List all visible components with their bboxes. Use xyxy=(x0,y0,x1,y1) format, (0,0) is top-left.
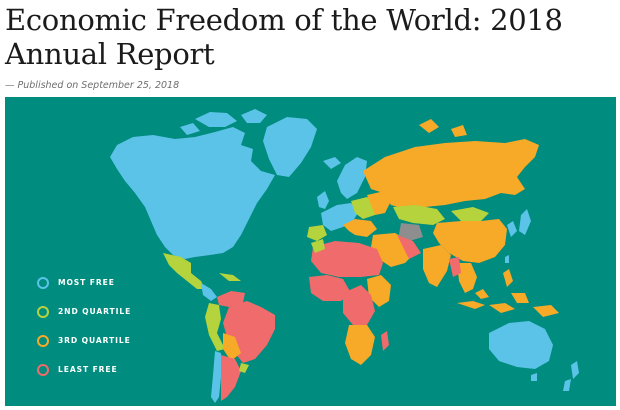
region-madagascar xyxy=(381,331,389,351)
region-iran xyxy=(397,235,421,259)
legend-item-2nd-quartile: 2ND QUARTILE xyxy=(37,304,197,319)
region-east-africa xyxy=(367,275,391,307)
legend-item-least-free: LEAST FREE xyxy=(37,362,197,377)
region-north-africa xyxy=(311,241,383,277)
region-iberia xyxy=(307,225,327,241)
region-western-europe xyxy=(321,203,359,231)
region-myanmar xyxy=(449,257,461,277)
region-caribbean xyxy=(219,273,241,281)
region-southeast-asia xyxy=(457,263,477,293)
region-italy-balkans xyxy=(343,219,377,237)
region-central-asia-grey xyxy=(399,223,423,241)
legend-label: LEAST FREE xyxy=(58,365,118,374)
region-southern-africa xyxy=(345,325,375,365)
region-indonesia xyxy=(457,289,529,313)
region-philippines xyxy=(503,269,513,287)
region-china xyxy=(433,219,507,263)
region-australia xyxy=(489,321,553,369)
region-arctic-islands xyxy=(180,109,267,135)
map-legend: MOST FREE 2ND QUARTILE 3RD QUARTILE LEAS… xyxy=(37,275,197,391)
legend-swatch-3rd-quartile-icon xyxy=(37,334,49,347)
region-scandinavia xyxy=(337,157,367,199)
region-papua xyxy=(533,305,559,317)
region-russia-islands xyxy=(419,119,467,137)
region-india xyxy=(423,245,451,287)
region-mongolia xyxy=(451,207,489,221)
legend-swatch-2nd-quartile-icon xyxy=(37,305,49,318)
page-title-line-2: Annual Report xyxy=(5,37,215,71)
region-morocco xyxy=(311,239,325,253)
region-tasmania xyxy=(531,373,537,381)
published-date: — Published on September 25, 2018 xyxy=(5,80,180,91)
region-bolivia-paraguay xyxy=(223,333,241,361)
region-greenland xyxy=(263,117,317,177)
region-uruguay xyxy=(239,363,249,373)
world-map-panel: MOST FREE 2ND QUARTILE 3RD QUARTILE LEAS… xyxy=(5,97,616,406)
region-argentina xyxy=(221,355,241,401)
region-west-africa xyxy=(309,275,351,301)
page-title-line-1: Economic Freedom of the World: 2018 xyxy=(5,3,563,37)
region-korea-japan xyxy=(507,209,531,237)
region-central-america xyxy=(201,283,217,301)
world-map xyxy=(5,97,616,406)
region-colombia-peru xyxy=(205,303,225,351)
region-mexico xyxy=(163,253,205,289)
region-venezuela xyxy=(217,291,245,307)
legend-label: MOST FREE xyxy=(58,278,115,287)
legend-swatch-most-free-icon xyxy=(37,276,49,289)
legend-label: 2ND QUARTILE xyxy=(58,307,132,316)
region-kazakhstan xyxy=(393,205,445,225)
legend-swatch-least-free-icon xyxy=(37,363,49,376)
legend-label: 3RD QUARTILE xyxy=(58,336,131,345)
region-uk xyxy=(317,191,329,209)
region-russia xyxy=(363,139,539,209)
region-chile xyxy=(211,351,221,403)
legend-item-most-free: MOST FREE xyxy=(37,275,197,290)
region-taiwan xyxy=(505,255,509,263)
region-eastern-europe xyxy=(367,191,391,215)
region-north-america xyxy=(110,127,275,259)
page-title: Economic Freedom of the World: 2018 Annu… xyxy=(5,3,605,71)
region-central-africa xyxy=(343,285,375,325)
region-iceland xyxy=(323,157,341,169)
region-new-zealand xyxy=(563,361,579,391)
legend-item-3rd-quartile: 3RD QUARTILE xyxy=(37,333,197,348)
